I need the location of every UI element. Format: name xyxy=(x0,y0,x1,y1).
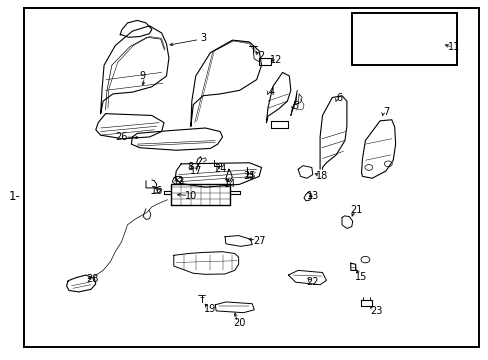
Text: 27: 27 xyxy=(252,236,265,246)
Text: 26: 26 xyxy=(115,132,127,142)
Text: 12: 12 xyxy=(269,55,282,65)
Text: 6: 6 xyxy=(336,93,342,103)
Text: 7: 7 xyxy=(382,107,388,117)
Text: 16: 16 xyxy=(150,186,163,196)
Text: 15: 15 xyxy=(355,272,367,282)
Text: 13: 13 xyxy=(306,191,318,201)
Text: 20: 20 xyxy=(233,319,245,328)
Text: 18: 18 xyxy=(316,171,328,181)
Text: 19: 19 xyxy=(204,304,216,314)
Text: 22: 22 xyxy=(306,277,318,287)
Text: 4: 4 xyxy=(268,87,274,97)
Text: 21: 21 xyxy=(350,206,362,216)
Text: 1-: 1- xyxy=(8,190,20,203)
Text: 28: 28 xyxy=(86,274,99,284)
Text: 24: 24 xyxy=(213,164,226,174)
Text: 14: 14 xyxy=(224,179,236,189)
Text: 5: 5 xyxy=(292,102,298,112)
Text: 13: 13 xyxy=(172,177,184,187)
Bar xyxy=(351,13,456,65)
Text: 3: 3 xyxy=(200,33,206,43)
Text: 8: 8 xyxy=(187,162,194,172)
Text: 23: 23 xyxy=(369,306,382,316)
Text: 11: 11 xyxy=(447,42,459,52)
Text: 17: 17 xyxy=(189,166,202,176)
Text: 10: 10 xyxy=(184,191,197,201)
Text: 2: 2 xyxy=(258,51,264,61)
Text: 25: 25 xyxy=(243,171,255,181)
Text: 9: 9 xyxy=(139,71,145,81)
